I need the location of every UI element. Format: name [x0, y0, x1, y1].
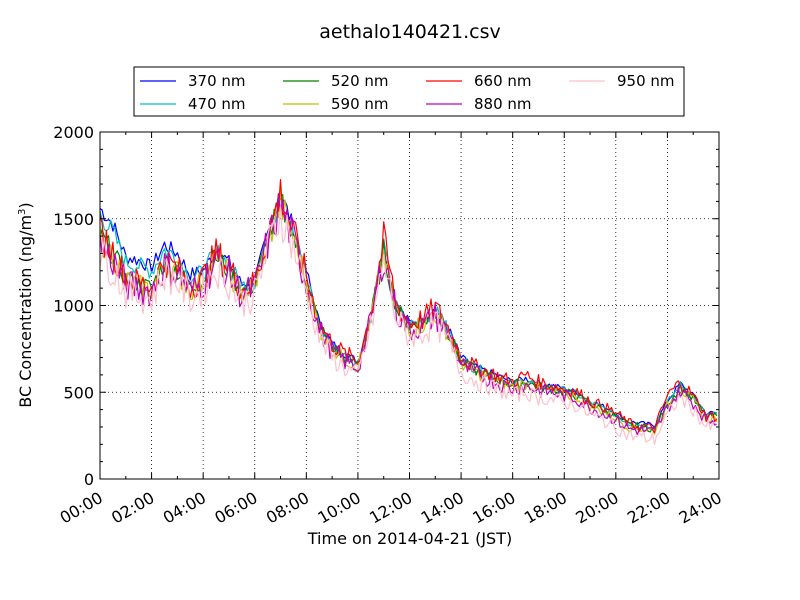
- legend-label: 880 nm: [474, 95, 532, 113]
- legend-label: 520 nm: [331, 72, 389, 90]
- legend-label: 470 nm: [188, 95, 246, 113]
- y-axis-label-main: BC Concentration (ng/m: [16, 215, 35, 408]
- y-tick-label: 1000: [53, 297, 94, 316]
- legend-label: 660 nm: [474, 72, 532, 90]
- x-axis-label: Time on 2014-04-21 (JST): [307, 529, 512, 548]
- legend-label: 370 nm: [188, 72, 246, 90]
- legend: 370 nm 470 nm 520 nm 590 nm 660 nm 880 nm 950 …: [133, 66, 685, 117]
- y-tick-label: 0: [84, 470, 94, 489]
- legend-label: 950 nm: [617, 72, 675, 90]
- series-line-950-nm: [99, 206, 718, 445]
- legend-label: 590 nm: [331, 95, 389, 113]
- y-tick-label: 500: [63, 383, 94, 402]
- chart-title: aethalo140421.csv: [319, 21, 501, 43]
- y-axis-label-sup: 3: [17, 209, 28, 215]
- series-group: [99, 179, 718, 445]
- legend-box: [133, 66, 685, 117]
- y-axis: 0 500 1000 1500 2000: [53, 123, 719, 489]
- y-tick-label: 2000: [53, 123, 94, 142]
- series-line-880-nm: [99, 193, 718, 436]
- y-axis-label-end: ): [16, 202, 35, 208]
- y-tick-label: 1500: [53, 210, 94, 229]
- y-axis-label: BC Concentration (ng/m3): [16, 202, 35, 407]
